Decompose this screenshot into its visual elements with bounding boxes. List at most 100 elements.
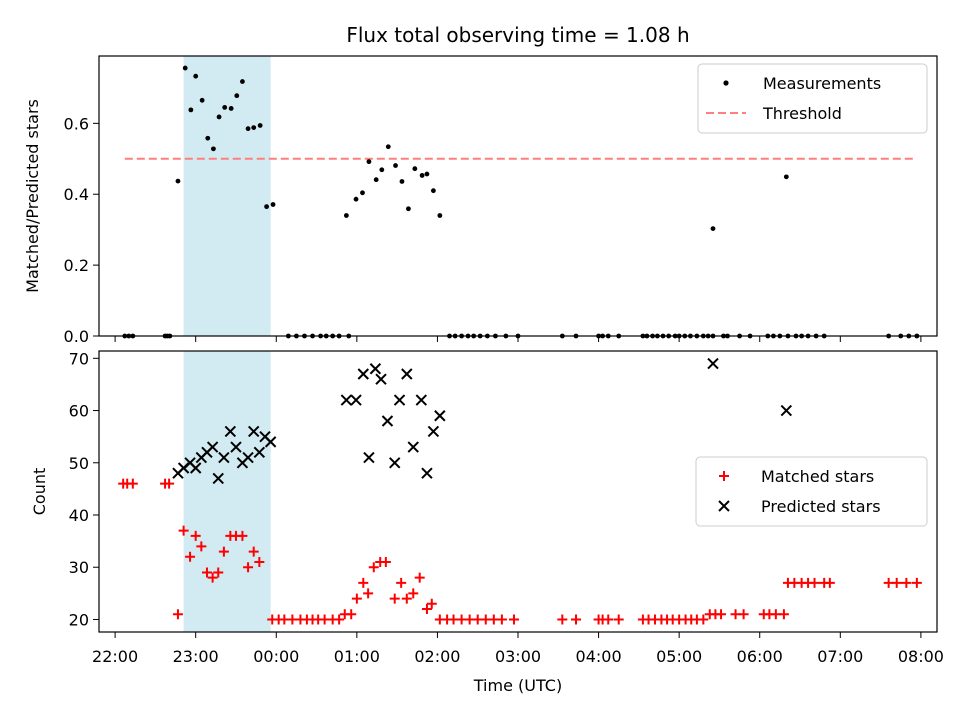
legend-label: Threshold: [762, 104, 842, 123]
predicted-star-point: [407, 441, 419, 453]
x-tick-label: 03:00: [495, 647, 541, 666]
x-axis-label: Time (UTC): [473, 676, 562, 695]
legend-marker-measurements: [723, 80, 729, 86]
bottom-y-ticks: 20 30 40 50 60 70: [69, 349, 99, 629]
y-tick-label: 20: [69, 610, 89, 629]
matched-star-point: [496, 614, 507, 625]
bottom-chart: 20 30 40 50 60 70 22:00 23:00 00:00 01:00 02:00 03…: [30, 349, 944, 695]
bottom-legend: Matched stars Predicted stars: [695, 456, 928, 527]
measurement-point: [175, 178, 181, 184]
y-tick-label: 60: [69, 402, 89, 421]
x-tick-label: 01:00: [334, 647, 380, 666]
top-chart: 0.0 0.2 0.4 0.6 Matched/Predicted stars Mea…: [23, 55, 938, 346]
x-tick-label: 02:00: [414, 647, 460, 666]
predicted-star-point: [389, 457, 401, 469]
x-tick-label: 00:00: [253, 647, 299, 666]
matched-star-point: [571, 614, 582, 625]
predicted-star-point: [230, 441, 242, 453]
top-y-ticks: 0.0 0.2 0.4 0.6: [64, 114, 99, 346]
top-y-axis-label: Matched/Predicted stars: [23, 99, 42, 293]
measurement-point: [412, 166, 418, 172]
matched-star-point: [380, 557, 391, 568]
predicted-star-point: [253, 446, 266, 459]
matched-star-point: [426, 598, 437, 609]
matched-star-point: [716, 609, 727, 620]
matched-star-point: [911, 577, 922, 588]
legend-label: Predicted stars: [761, 497, 881, 516]
matched-star-point: [901, 577, 912, 588]
matched-star-point: [358, 577, 369, 588]
bottom-x-ticks: 22:00 23:00 00:00 01:00 02:00 03:00 04:00 05:00…: [92, 632, 944, 666]
predicted-star-point: [350, 394, 362, 406]
measurement-point: [245, 126, 251, 132]
measurement-point: [379, 167, 385, 173]
matched-star-point: [508, 614, 519, 625]
measurement-point: [353, 196, 359, 202]
shaded-span: [183, 351, 271, 632]
legend-label: Measurements: [763, 74, 881, 93]
measurement-point: [234, 93, 240, 99]
predicted-star-point: [421, 467, 433, 479]
measurement-point: [385, 144, 391, 150]
predicted-star-point: [340, 394, 353, 406]
matched-star-point: [363, 588, 374, 599]
x-tick-label: 04:00: [576, 647, 622, 666]
measurement-point: [199, 97, 205, 103]
measurement-point: [240, 79, 245, 84]
x-tick-label: 06:00: [737, 647, 783, 666]
measurement-point: [270, 202, 276, 207]
y-tick-label: 0.6: [64, 114, 89, 133]
bottom-y-axis-label: Count: [30, 468, 49, 516]
legend-box: [695, 456, 928, 527]
predicted-star-point: [189, 462, 202, 474]
matched-star-point: [185, 551, 196, 562]
measurement-point: [366, 159, 372, 165]
measurement-point: [373, 177, 379, 183]
top-legend: Measurements Threshold: [697, 63, 928, 134]
matched-star-point: [237, 530, 248, 541]
predicted-star-point: [415, 394, 428, 406]
matched-star-point: [613, 614, 624, 625]
predicted-star-point: [401, 368, 413, 380]
predicted-star-point: [212, 472, 224, 485]
y-tick-label: 0.4: [64, 185, 89, 204]
matched-star-point: [603, 614, 614, 625]
measurement-point: [419, 173, 425, 178]
matched-star-point: [891, 577, 902, 588]
measurement-point: [264, 204, 269, 210]
top-shaded-region: [183, 56, 271, 336]
predicted-star-point: [780, 404, 793, 417]
measurement-point: [211, 146, 216, 152]
top-plot-frame: [98, 55, 938, 337]
bottom-shaded-region: [183, 351, 271, 632]
predicted-star-point: [242, 451, 254, 464]
measurement-point: [251, 125, 257, 130]
predicted-star-point: [248, 425, 260, 438]
x-tick-label: 08:00: [898, 647, 944, 666]
matched-star-point: [698, 614, 709, 625]
predicted-star-point: [393, 394, 406, 406]
measurement-point: [205, 135, 211, 141]
matched-star-point: [778, 609, 789, 620]
bottom-plot-frame: [98, 350, 938, 633]
predicted-star-point: [427, 425, 440, 438]
predicted-star-point: [206, 441, 219, 453]
matched-star-point: [396, 577, 407, 588]
predicted-star-point: [375, 373, 387, 385]
predicted-star-point: [434, 410, 446, 422]
matched-star-point: [127, 478, 138, 489]
matched-star-point: [207, 572, 218, 583]
matched-star-point: [201, 567, 212, 578]
top-x-ticks: [114, 336, 922, 342]
measurement-point: [216, 114, 222, 120]
matched-star-point: [351, 593, 362, 604]
y-tick-label: 70: [69, 349, 89, 368]
predicted-star-point: [224, 425, 237, 438]
matched-star-point: [368, 562, 379, 573]
measurement-point: [437, 213, 443, 218]
measurement-point: [393, 163, 398, 168]
measurement-point: [424, 171, 430, 177]
x-tick-label: 23:00: [173, 647, 219, 666]
matched-star-point: [164, 478, 175, 489]
